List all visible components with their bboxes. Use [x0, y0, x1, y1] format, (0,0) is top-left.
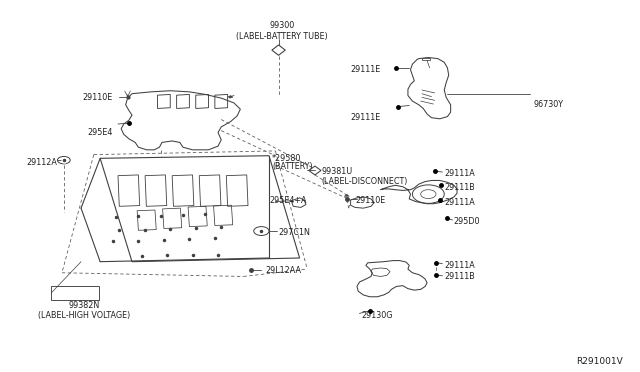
Text: 96730Y: 96730Y [534, 100, 563, 109]
Text: (BATTERY): (BATTERY) [272, 162, 313, 171]
Text: 99381U: 99381U [321, 167, 353, 176]
Text: 29L12AA: 29L12AA [266, 266, 302, 275]
Text: 29110E: 29110E [83, 93, 113, 102]
Text: 295E4: 295E4 [88, 128, 113, 137]
Text: 295D0: 295D0 [454, 217, 480, 225]
Polygon shape [344, 194, 349, 196]
Text: 29130G: 29130G [362, 311, 393, 320]
Polygon shape [228, 96, 233, 98]
Text: 29110E: 29110E [355, 196, 385, 205]
Bar [51, 286, 99, 301]
Text: 29111B: 29111B [444, 183, 475, 192]
Text: R291001V: R291001V [576, 357, 623, 366]
Text: 29111A: 29111A [444, 198, 475, 207]
Text: 29111B: 29111B [444, 272, 475, 281]
Text: *29580: *29580 [272, 154, 301, 163]
Text: (LABEL-DISCONNECT): (LABEL-DISCONNECT) [321, 177, 408, 186]
Text: 29111A: 29111A [444, 261, 475, 270]
Text: 295E4+A: 295E4+A [269, 196, 307, 205]
Text: 297C1N: 297C1N [278, 228, 310, 237]
Text: 29111E: 29111E [350, 65, 381, 74]
Text: 29111A: 29111A [444, 169, 475, 177]
Text: 29111E: 29111E [350, 113, 381, 122]
Text: (LABEL-BATTERY TUBE): (LABEL-BATTERY TUBE) [236, 32, 328, 41]
Text: 99300: 99300 [269, 21, 294, 30]
Text: 29112A: 29112A [27, 157, 58, 167]
Text: (LABEL-HIGH VOLTAGE): (LABEL-HIGH VOLTAGE) [38, 311, 131, 320]
Text: 99382N: 99382N [68, 301, 100, 311]
